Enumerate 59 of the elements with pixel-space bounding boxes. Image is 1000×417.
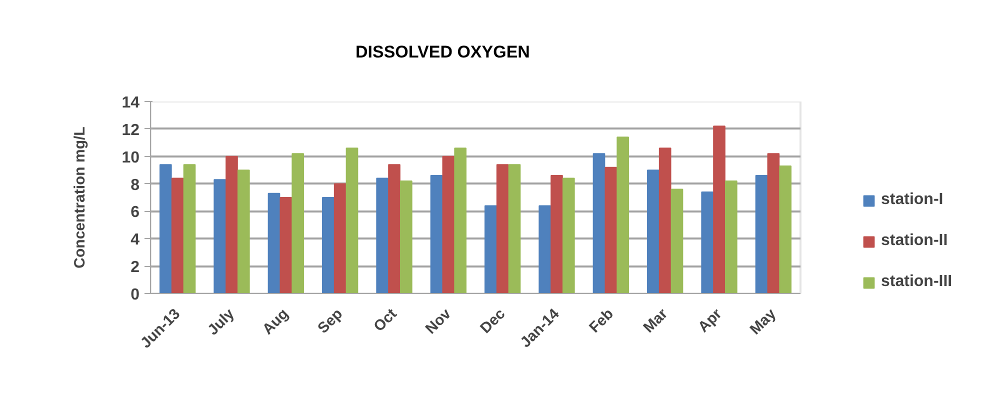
bar xyxy=(725,180,738,294)
x-tick-label: Oct xyxy=(370,305,400,336)
bar xyxy=(171,178,184,294)
bar xyxy=(214,179,226,294)
legend-label: station-III xyxy=(881,273,952,291)
bar xyxy=(538,205,551,294)
x-tick-label: Nov xyxy=(422,305,455,338)
bar xyxy=(442,156,455,294)
bar xyxy=(767,153,780,294)
y-tick-label: 2 xyxy=(130,259,140,276)
y-tick-label: 8 xyxy=(130,176,140,194)
bar xyxy=(496,164,509,294)
x-tick-label: July xyxy=(204,305,238,339)
x-tick-label: Mar xyxy=(640,305,672,336)
y-tick-label: 12 xyxy=(122,122,140,139)
y-tick-label: 6 xyxy=(130,204,140,222)
chart-title: DISSOLVED OXYGEN xyxy=(356,42,530,62)
bar xyxy=(322,197,334,294)
bar xyxy=(484,205,497,294)
bar xyxy=(376,178,388,294)
bar xyxy=(292,153,304,294)
bar xyxy=(604,166,618,294)
bar xyxy=(670,188,684,294)
y-axis-title: Concentration mg/L xyxy=(72,126,89,268)
legend-label: station-I xyxy=(881,191,944,209)
y-tick-label: 10 xyxy=(122,149,140,166)
x-tick-label: Dec xyxy=(477,305,509,337)
bar xyxy=(755,175,768,294)
bar xyxy=(701,192,714,294)
y-tick-label: 14 xyxy=(122,94,140,112)
bar xyxy=(550,175,563,294)
bar xyxy=(616,136,629,294)
x-tick-label: May xyxy=(746,305,780,338)
bar xyxy=(592,153,606,294)
x-tick-label: Aug xyxy=(259,305,292,338)
bar xyxy=(647,170,660,294)
bar xyxy=(508,164,521,294)
bar xyxy=(400,180,412,294)
y-tick-label: 0 xyxy=(130,286,140,304)
bar xyxy=(280,197,292,294)
y-tick-label: 4 xyxy=(130,232,140,249)
bar xyxy=(268,192,280,294)
bar xyxy=(562,178,575,294)
bar xyxy=(183,164,196,294)
bar xyxy=(713,126,726,294)
x-tick-label: Feb xyxy=(586,305,617,336)
bar xyxy=(226,156,238,294)
bar xyxy=(430,175,443,294)
bar xyxy=(388,164,400,294)
bar xyxy=(658,148,672,294)
bar xyxy=(346,148,358,294)
bar xyxy=(238,170,250,294)
x-tick-label: Apr xyxy=(694,305,726,336)
legend-label: station-II xyxy=(881,232,948,250)
bar xyxy=(334,183,346,294)
bar xyxy=(454,148,466,294)
x-tick-label: Sep xyxy=(314,305,346,337)
bar xyxy=(779,165,792,294)
bar xyxy=(160,164,172,294)
